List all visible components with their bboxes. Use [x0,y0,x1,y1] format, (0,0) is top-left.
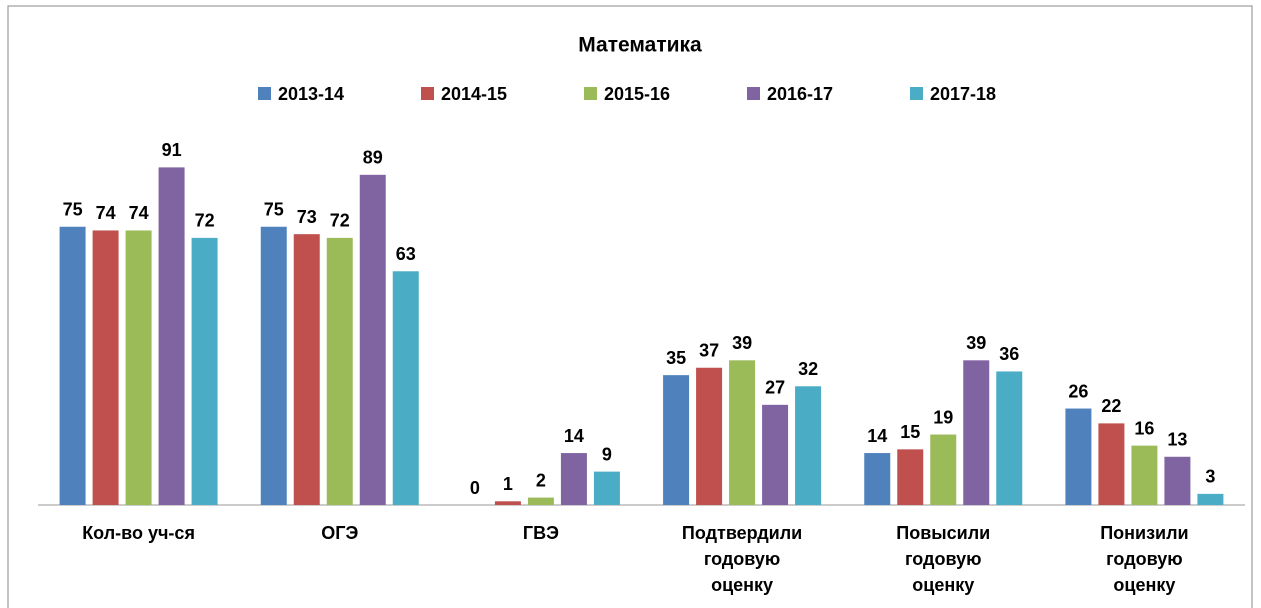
bar [996,371,1023,505]
value-label: 75 [264,200,284,220]
bar [593,471,620,505]
value-label: 26 [1068,381,1088,401]
bar [663,375,690,505]
value-label: 14 [867,426,887,446]
bar [293,234,320,506]
bar [795,386,822,505]
value-label: 16 [1134,418,1154,438]
bar [494,501,521,505]
chart-title: Математика [578,34,702,57]
bar [897,449,924,505]
value-label: 39 [966,333,986,353]
bar [125,230,152,505]
value-label: 63 [396,244,416,264]
value-label: 73 [297,207,317,227]
x-tick-label: Повысили годовую оценку [896,523,991,595]
bar [762,404,789,505]
legend-label: 2017-18 [930,84,996,104]
x-tick-label: Понизили годовую оценку [1100,523,1189,595]
value-label: 72 [330,211,350,231]
value-label: 74 [96,203,116,223]
bar [59,226,86,505]
legend-label: 2013-14 [278,84,344,104]
value-label: 0 [470,478,480,498]
value-label: 1 [503,474,513,494]
bar [527,497,554,505]
bar [191,237,218,505]
value-label: 19 [933,407,953,427]
x-tick-label: Кол-во уч-ся [82,523,195,543]
value-label: 15 [900,422,920,442]
value-label: 72 [195,211,215,231]
value-label: 3 [1205,467,1215,487]
value-label: 37 [699,340,719,360]
bar [260,226,287,505]
x-tick-label: ОГЭ [321,523,359,543]
value-label: 27 [765,378,785,398]
bar [1164,456,1191,505]
value-label: 74 [129,203,149,223]
value-label: 2 [536,470,546,490]
value-label: 9 [602,444,612,464]
value-label: 35 [666,348,686,368]
bar [729,360,756,505]
bar [92,230,119,505]
bar [1131,445,1158,505]
bar [930,434,957,505]
value-label: 13 [1167,430,1187,450]
bar [864,453,891,505]
bar [963,360,990,505]
bar [1098,423,1125,505]
bar [1065,408,1092,505]
value-label: 91 [162,140,182,160]
bar [1197,493,1224,505]
legend-swatch [421,87,434,100]
value-label: 75 [63,200,83,220]
bar [560,453,587,505]
legend-label: 2016-17 [767,84,833,104]
value-label: 14 [564,426,584,446]
bar [696,367,723,505]
bar [359,174,386,505]
frame [7,5,1253,608]
bar [158,167,185,505]
value-label: 36 [999,344,1019,364]
legend-swatch [910,87,923,100]
bar [326,237,353,505]
legend-label: 2014-15 [441,84,507,104]
value-label: 32 [798,359,818,379]
legend-swatch [747,87,760,100]
value-label: 89 [363,148,383,168]
legend-label: 2015-16 [604,84,670,104]
value-label: 22 [1101,396,1121,416]
value-label: 39 [732,333,752,353]
x-tick-label: Подтвердили годовую оценку [681,523,803,595]
x-tick-label: ГВЭ [522,523,559,543]
bar [392,271,419,505]
legend-swatch [258,87,271,100]
legend-swatch [584,87,597,100]
